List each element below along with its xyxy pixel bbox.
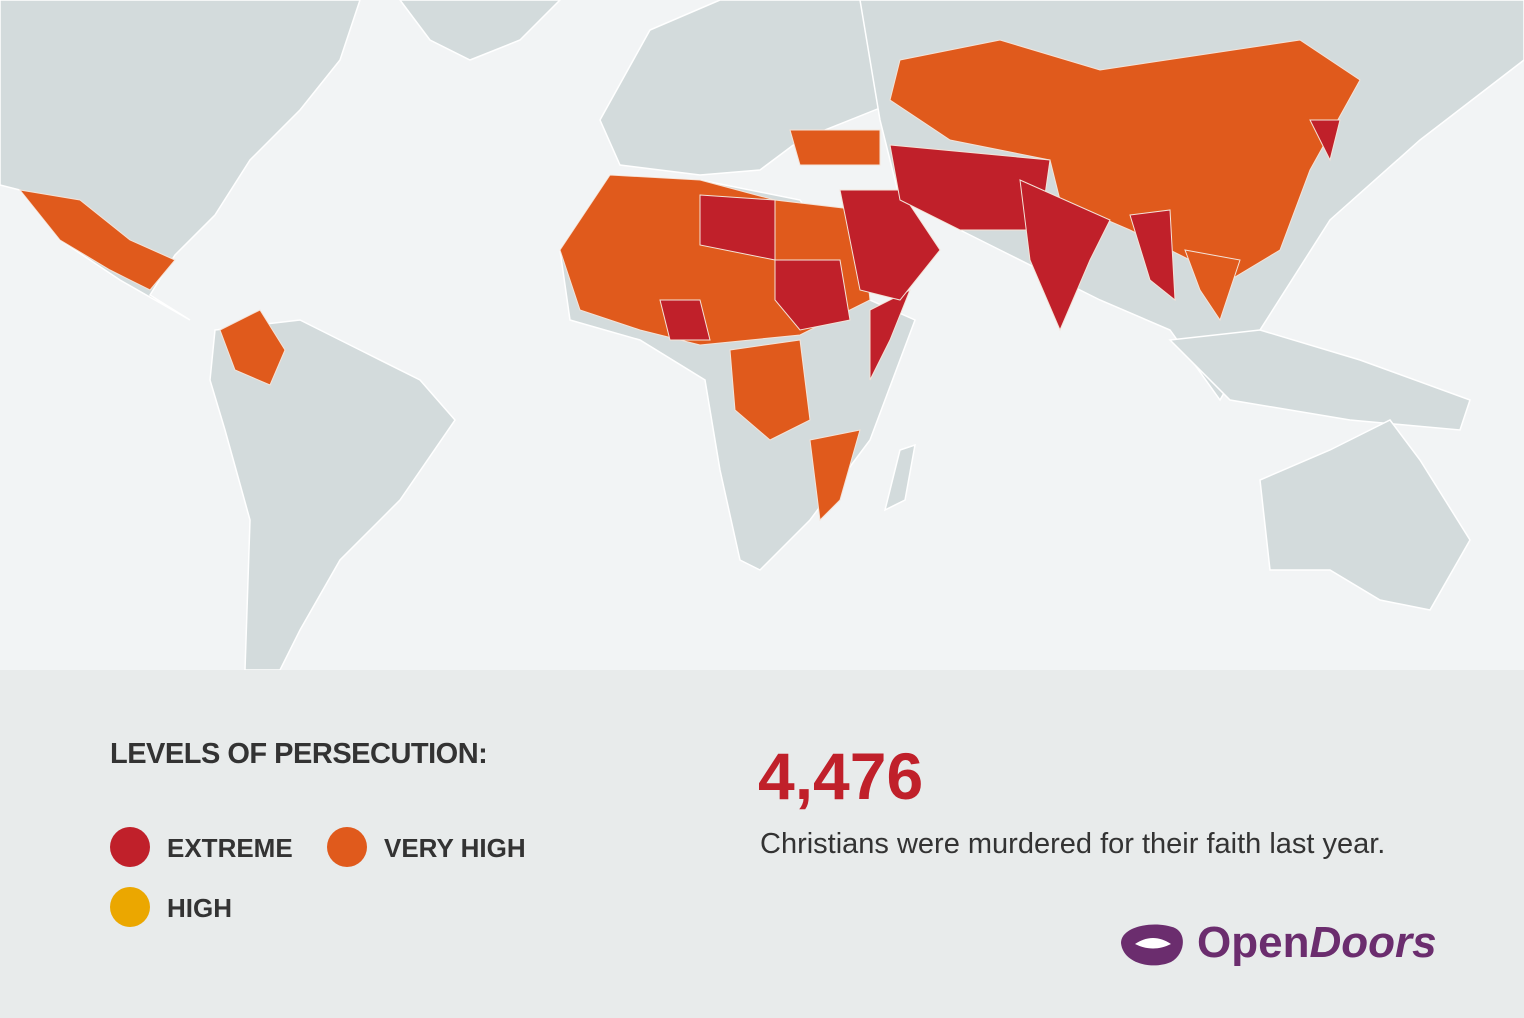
world-map (0, 0, 1524, 670)
country (219, 309, 286, 386)
info-panel: LEVELS OF PERSECUTION: EXTREME VERY HIGH… (0, 670, 1524, 1018)
europe (599, 0, 901, 176)
australia (1259, 419, 1471, 611)
logo-icon (1121, 924, 1183, 966)
country (18, 189, 176, 291)
greenland (399, 0, 562, 61)
stat-figure: 4,476 (758, 739, 924, 813)
country (1309, 119, 1341, 162)
country (1129, 209, 1176, 302)
country (809, 429, 861, 522)
stat-text: Christians were murdered for their faith… (760, 828, 1386, 860)
country (889, 144, 1051, 231)
north-america (0, 0, 361, 321)
country (789, 129, 881, 166)
legend-swatch (110, 827, 150, 867)
south-america (209, 319, 456, 670)
country (1019, 179, 1111, 332)
country (774, 259, 851, 331)
legend-label: EXTREME (167, 833, 293, 863)
indonesia (1168, 329, 1471, 431)
legend-swatch (110, 887, 150, 927)
legend-label: HIGH (167, 893, 232, 923)
country (839, 189, 941, 301)
madagascar (883, 443, 916, 512)
legend-title: LEVELS OF PERSECUTION: (110, 738, 488, 770)
legend-swatch (327, 827, 367, 867)
logo-word: Open (1197, 918, 1310, 967)
country (1184, 249, 1241, 322)
legend-label: VERY HIGH (384, 833, 526, 863)
logo: Open Doors (1115, 918, 1437, 968)
country (729, 339, 811, 441)
logo-word: Doors (1309, 918, 1437, 967)
country (889, 39, 1361, 281)
country (659, 299, 711, 341)
